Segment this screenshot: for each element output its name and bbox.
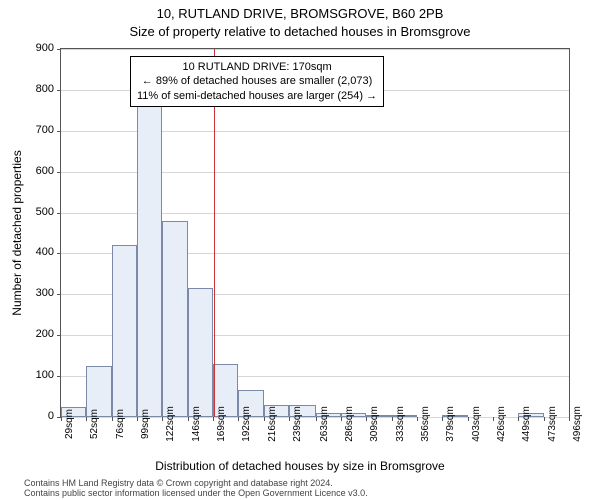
x-tick-mark [112,417,113,421]
x-tick-mark [86,417,87,421]
callout-line-3: 11% of semi-detached houses are larger (… [137,89,377,103]
x-tick-label: 216sqm [267,406,278,442]
y-tick-mark [57,172,61,173]
y-tick-label: 700 [14,124,54,136]
x-tick-label: 473sqm [547,406,558,442]
histogram-bar [162,221,188,417]
y-tick-mark [57,376,61,377]
x-tick-mark [366,417,367,421]
x-tick-mark [392,417,393,421]
x-tick-mark [442,417,443,421]
x-tick-label: 169sqm [216,406,227,442]
y-tick-label: 800 [14,83,54,95]
x-tick-label: 29sqm [64,409,75,439]
attribution-line-2: Contains public sector information licen… [24,489,600,499]
y-tick-mark [57,294,61,295]
x-tick-label: 496sqm [572,406,583,442]
y-tick-label: 200 [14,328,54,340]
x-tick-label: 309sqm [369,406,380,442]
plot-area: 10 RUTLAND DRIVE: 170sqm← 89% of detache… [60,48,570,418]
y-tick-mark [57,253,61,254]
x-tick-label: 52sqm [89,409,100,439]
x-tick-mark [264,417,265,421]
x-axis-label: Distribution of detached houses by size … [0,459,600,473]
x-tick-label: 122sqm [165,406,176,442]
y-tick-mark [57,335,61,336]
y-tick-label: 600 [14,165,54,177]
x-tick-mark [468,417,469,421]
y-tick-mark [57,49,61,50]
chart-container: 10, RUTLAND DRIVE, BROMSGROVE, B60 2PB S… [0,0,600,500]
y-tick-mark [57,90,61,91]
x-tick-mark [162,417,163,421]
callout-line-2: ← 89% of detached houses are smaller (2,… [137,74,377,88]
x-tick-label: 192sqm [241,406,252,442]
x-tick-mark [341,417,342,421]
histogram-bar [137,102,162,417]
y-tick-label: 0 [14,410,54,422]
y-tick-mark [57,213,61,214]
grid-line [61,49,569,50]
x-tick-mark [188,417,189,421]
x-tick-mark [493,417,494,421]
y-tick-label: 500 [14,206,54,218]
x-tick-mark [544,417,545,421]
y-tick-label: 100 [14,369,54,381]
x-tick-label: 286sqm [344,406,355,442]
x-tick-label: 356sqm [420,406,431,442]
x-tick-label: 99sqm [140,409,151,439]
y-tick-label: 300 [14,287,54,299]
histogram-bar [112,245,137,417]
x-tick-mark [289,417,290,421]
y-tick-label: 900 [14,42,54,54]
title-main: 10, RUTLAND DRIVE, BROMSGROVE, B60 2PB [0,6,600,21]
callout-box: 10 RUTLAND DRIVE: 170sqm← 89% of detache… [130,56,384,107]
x-tick-mark [213,417,214,421]
x-tick-label: 239sqm [292,406,303,442]
histogram-bar [188,288,213,417]
x-tick-label: 263sqm [319,406,330,442]
x-tick-label: 76sqm [115,409,126,439]
x-tick-label: 379sqm [445,406,456,442]
y-tick-label: 400 [14,246,54,258]
x-tick-label: 333sqm [395,406,406,442]
x-tick-label: 449sqm [521,406,532,442]
x-tick-mark [137,417,138,421]
x-tick-mark [61,417,62,421]
x-tick-label: 426sqm [496,406,507,442]
x-tick-label: 146sqm [191,406,202,442]
y-tick-mark [57,131,61,132]
title-sub: Size of property relative to detached ho… [0,24,600,39]
x-tick-mark [238,417,239,421]
x-tick-mark [569,417,570,421]
attribution: Contains HM Land Registry data © Crown c… [0,479,600,499]
x-tick-mark [518,417,519,421]
x-tick-mark [417,417,418,421]
x-tick-label: 403sqm [471,406,482,442]
x-tick-mark [316,417,317,421]
callout-line-1: 10 RUTLAND DRIVE: 170sqm [137,60,377,74]
